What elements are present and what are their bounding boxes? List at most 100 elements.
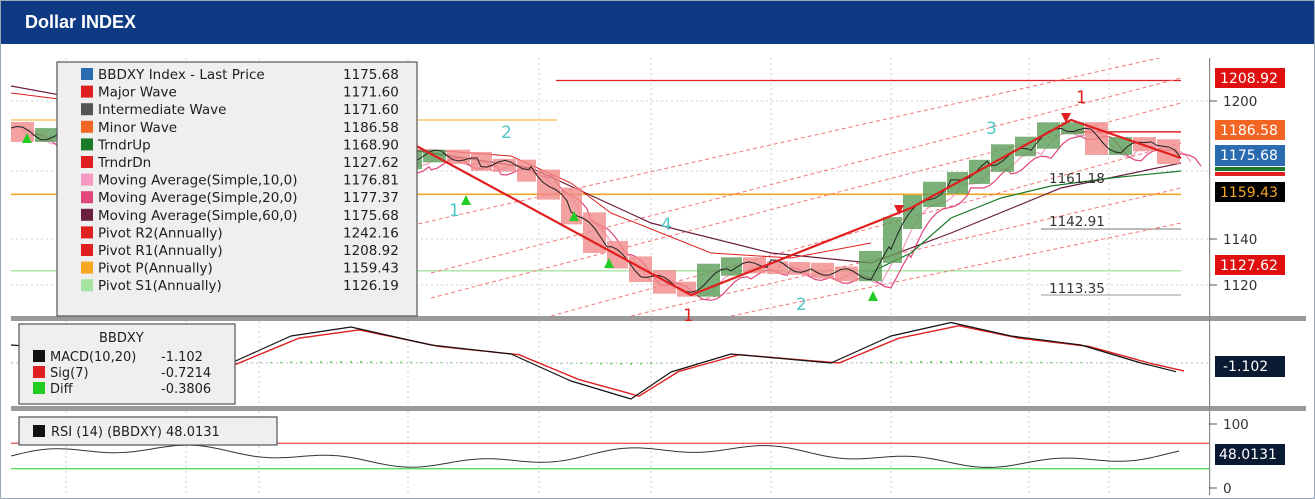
legend-label: Moving Average(Simple,60,0) [98, 208, 297, 224]
candle [35, 128, 58, 142]
legend-label: Moving Average(Simple,10,0) [98, 173, 297, 189]
wave-label: 3 [986, 119, 997, 139]
legend-swatch [81, 226, 93, 239]
legend-label: MACD(10,20) [50, 350, 136, 365]
legend-swatch [81, 191, 93, 204]
candle [1015, 136, 1036, 157]
legend-label: Pivot R2(Annually) [98, 225, 223, 241]
svg-text:1186.58: 1186.58 [1220, 123, 1278, 139]
level-label-2: 1142.91 [1049, 214, 1105, 230]
major-wave-line [410, 118, 1182, 297]
legend-label: Pivot R1(Annually) [98, 243, 223, 259]
legend-swatch [81, 261, 93, 274]
wave-label: 2 [501, 123, 512, 143]
candle [1037, 122, 1060, 149]
candle [969, 159, 990, 184]
buy-marker [461, 195, 471, 205]
svg-text:1208.92: 1208.92 [1220, 71, 1278, 87]
svg-text:1175.68: 1175.68 [1220, 148, 1278, 164]
legend-value: 1171.60 [343, 85, 399, 101]
macd-legend-title: BBDXY [99, 331, 144, 346]
buy-marker [22, 133, 32, 143]
candle [1109, 137, 1132, 155]
title-bar: Dollar INDEX [1, 1, 1314, 44]
price-tag-r1: 1208.92 [1215, 68, 1285, 88]
macd-legend: BBDXY MACD(10,20) -1.102 Sig(7) -0.7214 Diff… [18, 323, 236, 405]
candle [883, 217, 902, 263]
candle [789, 262, 810, 275]
legend-swatch [81, 138, 93, 151]
legend-value: 1127.62 [343, 155, 399, 171]
legend-value: 1208.92 [343, 243, 399, 259]
price-tag-trndrdn: 1127.62 [1215, 255, 1285, 275]
wave-label: 1 [683, 306, 694, 326]
dollar-index-chart: 1 2 4 2 3 1 1 1161.18 1142.91 1113.35 1200 114… [11, 58, 1306, 495]
legend-value: -0.7214 [161, 366, 211, 381]
legend-value: 1175.68 [343, 208, 399, 224]
price-tag-last: 1175.68 [1215, 145, 1285, 166]
candle [721, 257, 742, 276]
legend-swatch [33, 350, 45, 362]
legend-label: Sig(7) [50, 366, 89, 381]
legend-swatch [81, 103, 93, 116]
page-title: Dollar INDEX [25, 12, 137, 32]
legend-label: Pivot S1(Annually) [98, 278, 222, 294]
candle [629, 256, 652, 283]
legend-label: TrndrUp [97, 137, 151, 153]
legend-value: 1126.19 [343, 278, 399, 294]
level-label-1: 1161.18 [1049, 171, 1105, 187]
legend-value: 1242.16 [343, 225, 399, 241]
wave-label: 1 [1076, 88, 1087, 108]
svg-text:1159.43: 1159.43 [1220, 185, 1278, 201]
legend-value: 1177.37 [343, 190, 399, 206]
svg-text:1127.62: 1127.62 [1220, 258, 1278, 274]
legend-label: Minor Wave [98, 120, 177, 136]
legend-value: 1175.68 [343, 67, 399, 83]
legend-swatch [81, 173, 93, 186]
buy-marker [569, 211, 579, 221]
price-tag-pivot: 1159.43 [1215, 182, 1285, 202]
wave-label: 2 [796, 295, 807, 315]
legend-swatch [33, 366, 45, 378]
legend-label: RSI (14) (BBDXY) 48.0131 [51, 425, 220, 440]
candle [537, 169, 560, 200]
tag-trndrup-sliver [1215, 167, 1285, 171]
legend-label: Intermediate Wave [98, 102, 226, 118]
rsi-tick-0: 0 [1223, 481, 1232, 495]
legend-value: -1.102 [161, 350, 203, 365]
y-axis-line [1209, 58, 1211, 495]
y-tick-1200: 1200 [1223, 94, 1257, 110]
candle [767, 261, 788, 275]
legend-swatch [81, 120, 93, 133]
legend-swatch [33, 425, 45, 437]
signal-markers [22, 113, 1071, 301]
buy-marker [604, 258, 614, 268]
legend-value: 1171.60 [343, 102, 399, 118]
legend-value: 1176.81 [343, 173, 399, 189]
wave-label: 1 [449, 201, 460, 221]
sell-marker [1061, 113, 1071, 123]
svg-text:48.0131: 48.0131 [1219, 447, 1277, 463]
tag-major-sliver [1215, 172, 1285, 176]
candle [471, 151, 492, 171]
legend-swatch [33, 382, 45, 394]
legend-swatch [81, 85, 93, 98]
panel-separator-1 [11, 316, 1306, 321]
svg-text:-1.102: -1.102 [1223, 359, 1268, 375]
legend-value: 1168.90 [343, 137, 399, 153]
y-tick-1140: 1140 [1223, 232, 1257, 248]
candle [1157, 139, 1180, 164]
legend-swatch [81, 156, 93, 168]
price-legend: BBDXY Index - Last Price 1175.68 Major Wav… [56, 61, 418, 317]
legend-value: 1186.58 [343, 120, 399, 136]
level-label-3: 1113.35 [1049, 281, 1105, 297]
candle [859, 250, 882, 282]
rsi-line [11, 444, 1180, 468]
legend-label: Major Wave [98, 85, 177, 101]
legend-value: 1159.43 [343, 261, 399, 277]
candle [743, 257, 766, 274]
wave-label: 4 [661, 215, 672, 235]
candle [677, 281, 696, 297]
macd-tag: -1.102 [1215, 356, 1285, 377]
